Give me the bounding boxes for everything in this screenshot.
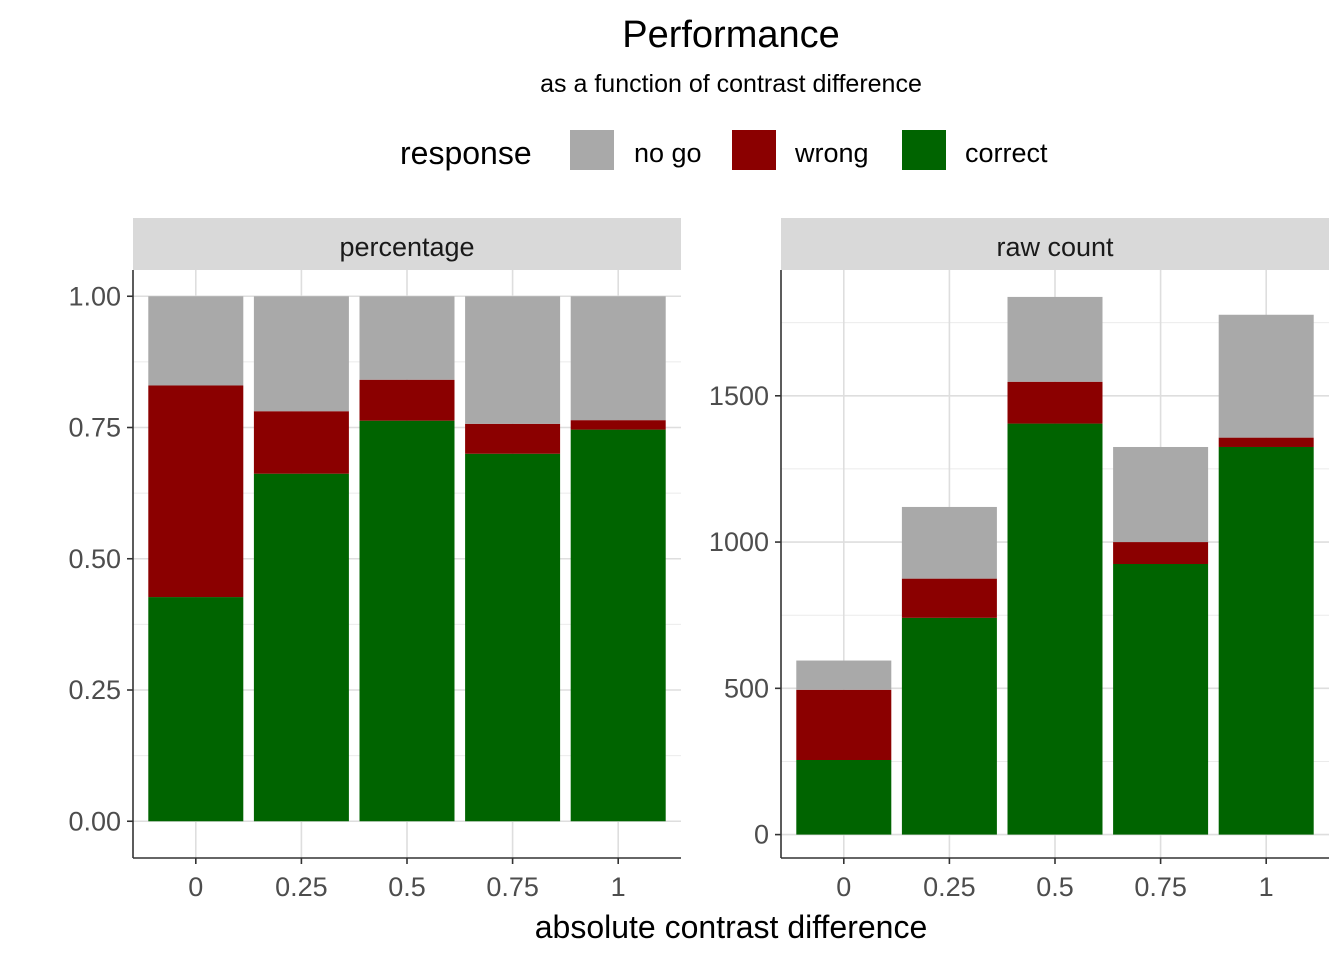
y-tick-label: 0.50 xyxy=(68,544,121,574)
bars xyxy=(796,296,1314,835)
bar-correct-0.75 xyxy=(465,453,561,822)
legend-label-correct: correct xyxy=(965,138,1048,168)
bar-correct-1 xyxy=(570,429,666,822)
bar-wrong-0 xyxy=(796,689,892,760)
x-tick-label: 0.25 xyxy=(923,872,976,902)
legend-title: response xyxy=(400,135,532,171)
x-tick-label: 0.5 xyxy=(1036,872,1074,902)
legend-key-correct xyxy=(902,130,946,170)
y-tick-label: 0.00 xyxy=(68,806,121,836)
y-tick-label: 500 xyxy=(724,673,769,703)
legend: response no go wrong correct xyxy=(400,130,1048,171)
legend-label-wrong: wrong xyxy=(794,138,869,168)
bar-correct-0 xyxy=(148,597,244,822)
bar-wrong-0.5 xyxy=(1007,381,1103,424)
x-tick-label: 1 xyxy=(1259,872,1274,902)
legend-key-no-go xyxy=(570,130,614,170)
bar-no-go-0 xyxy=(148,296,244,386)
panel-strip xyxy=(133,218,681,270)
x-tick-label: 0 xyxy=(188,872,203,902)
bar-correct-0.25 xyxy=(253,473,349,822)
bar-correct-0 xyxy=(796,760,892,835)
y-tick-label: 0.25 xyxy=(68,675,121,705)
bar-correct-0.75 xyxy=(1113,564,1209,835)
chart-subtitle: as a function of contrast difference xyxy=(540,70,922,98)
x-tick-label: 0 xyxy=(836,872,851,902)
x-tick-labels: 0 0.25 0.5 0.75 1 xyxy=(188,872,625,902)
y-tick-label: 0 xyxy=(754,820,769,850)
legend-key-wrong xyxy=(732,130,776,170)
x-tick-label: 0.5 xyxy=(388,872,426,902)
bar-wrong-0.75 xyxy=(1113,542,1209,564)
x-axis-title: absolute contrast difference xyxy=(535,909,928,945)
y-tick-labels: 0 500 1000 1500 xyxy=(709,381,769,850)
y-tick-label: 0.75 xyxy=(68,413,121,443)
bar-no-go-0.5 xyxy=(359,296,455,380)
panel-raw-count: raw count 0 500 1000 1500 0 0.25 0.5 0.7… xyxy=(709,218,1329,902)
x-tick-label: 0.75 xyxy=(1134,872,1187,902)
x-tick-labels: 0 0.25 0.5 0.75 1 xyxy=(836,872,1273,902)
y-tick-label: 1000 xyxy=(709,527,769,557)
panel-percentage: percentage 0.00 0.25 0.50 0.75 1.00 0 0.… xyxy=(68,218,681,902)
bar-wrong-0.75 xyxy=(465,423,561,454)
x-tick-label: 0.75 xyxy=(486,872,539,902)
bar-correct-0.25 xyxy=(901,617,997,835)
bar-no-go-1 xyxy=(570,296,666,421)
bar-wrong-0.5 xyxy=(359,379,455,421)
bar-wrong-0.25 xyxy=(253,411,349,474)
bar-no-go-0.75 xyxy=(1113,446,1209,543)
y-tick-labels: 0.00 0.25 0.50 0.75 1.00 xyxy=(68,281,121,836)
bar-no-go-1 xyxy=(1218,314,1314,438)
bar-wrong-1 xyxy=(570,420,666,430)
bar-wrong-0 xyxy=(148,385,244,598)
bar-correct-1 xyxy=(1218,446,1314,835)
legend-label-no-go: no go xyxy=(634,138,702,168)
bar-no-go-0.25 xyxy=(901,506,997,579)
bars xyxy=(148,296,666,822)
x-tick-label: 1 xyxy=(611,872,626,902)
bar-no-go-0 xyxy=(796,660,892,690)
panel-strip-label: percentage xyxy=(339,232,474,262)
y-tick-label: 1500 xyxy=(709,381,769,411)
axes xyxy=(127,270,681,864)
x-tick-label: 0.25 xyxy=(275,872,328,902)
bar-no-go-0.25 xyxy=(253,296,349,412)
bar-correct-0.5 xyxy=(1007,423,1103,835)
y-tick-label: 1.00 xyxy=(68,281,121,311)
bar-wrong-1 xyxy=(1218,437,1314,447)
panel-strip-label: raw count xyxy=(996,232,1114,262)
bar-no-go-0.75 xyxy=(465,296,561,424)
bar-wrong-0.25 xyxy=(901,578,997,618)
bar-correct-0.5 xyxy=(359,420,455,822)
bar-no-go-0.5 xyxy=(1007,296,1103,382)
chart-title: Performance xyxy=(622,14,840,56)
panel-strip xyxy=(781,218,1329,270)
axes xyxy=(775,270,1329,864)
